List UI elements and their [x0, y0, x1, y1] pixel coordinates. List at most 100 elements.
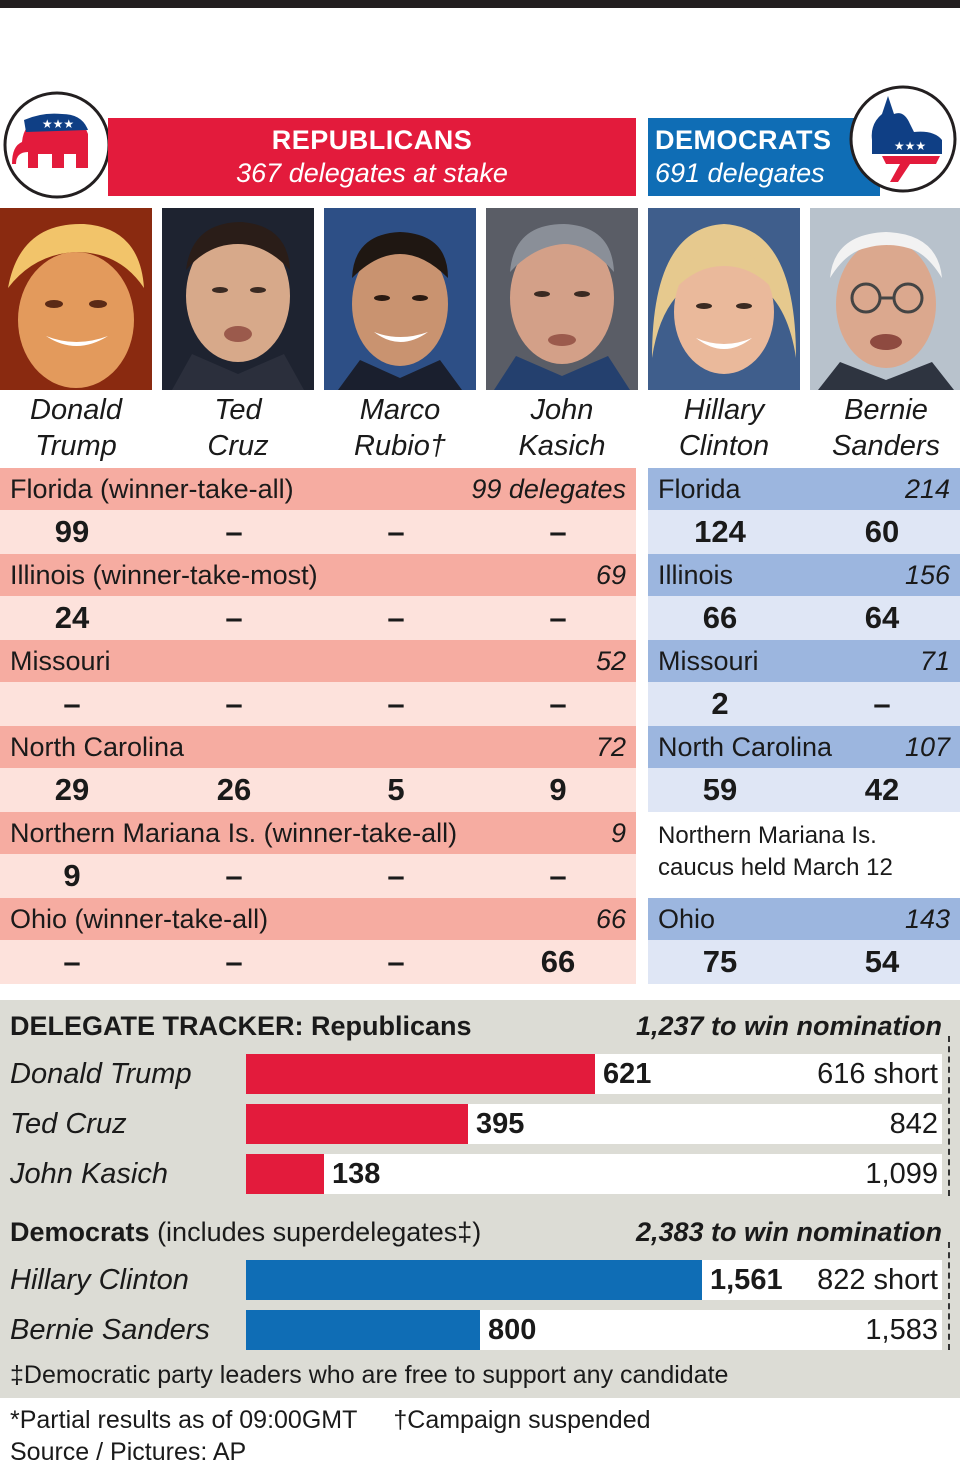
candidate-name-trump: Donald Trump [0, 392, 152, 464]
candidate-name-clinton: Hillary Clinton [648, 392, 800, 464]
svg-text:★★★: ★★★ [42, 117, 74, 131]
result-sanders: 64 [864, 600, 900, 635]
rep-results-row-north-carolina: 29 26 5 9 [0, 768, 636, 812]
trk-value-clinton: 1,561 [710, 1264, 783, 1296]
rep-state-row-ohio: Ohio (winner-take-all) 66 [0, 898, 636, 940]
trk-name-cruz: Ted Cruz [10, 1108, 127, 1140]
trk-name-kasich: John Kasich [10, 1158, 168, 1190]
result-cruz: – [225, 686, 243, 721]
result-sanders: 54 [864, 944, 900, 979]
trk-value-kasich: 138 [332, 1158, 381, 1190]
rep-goal-line [948, 1036, 950, 1196]
result-cruz: 26 [216, 772, 252, 807]
rep-results-row-ohio: – – – 66 [0, 940, 636, 984]
rep-state-row-illinois: Illinois (winner-take-most) 69 [0, 554, 636, 596]
result-kasich: – [549, 686, 567, 721]
partial-results-note: *Partial results as of 09:00GMT [10, 1406, 358, 1434]
trk-short-kasich: 1,099 [865, 1158, 938, 1190]
trk-track-cruz: 395 842 [246, 1104, 942, 1144]
trk-name-sanders: Bernie Sanders [10, 1314, 210, 1346]
candidate-first-name: Hillary [683, 394, 765, 426]
result-kasich: – [549, 600, 567, 635]
dem-results-row-florida: 124 60 [648, 510, 960, 554]
state-name: Ohio (winner-take-all) [10, 904, 269, 934]
state-name: North Carolina [658, 732, 833, 762]
candidate-first-name: Bernie [844, 394, 928, 426]
trk-value-cruz: 395 [476, 1108, 525, 1140]
result-sanders: – [873, 686, 891, 721]
source-note: Source / Pictures: AP [10, 1438, 247, 1466]
candidate-last-name: Kasich [518, 430, 606, 462]
result-trump: – [63, 686, 81, 721]
photo-hillary-clinton [648, 208, 800, 390]
rep-state-row-north-carolina: North Carolina 72 [0, 726, 636, 768]
candidate-name-cruz: Ted Cruz [162, 392, 314, 464]
photo-john-kasich [486, 208, 638, 390]
dem-tracker-title-rest: (includes superdelegates‡) [149, 1217, 482, 1247]
dem-results-row-ohio: 75 54 [648, 940, 960, 984]
result-kasich: – [549, 858, 567, 893]
rep-results-row-missouri: – – – – [0, 682, 636, 726]
candidate-last-name: Clinton [678, 430, 770, 462]
state-name: Florida [658, 474, 741, 504]
result-cruz: – [225, 600, 243, 635]
photo-donald-trump [0, 208, 152, 390]
republicans-subtitle: 367 delegates at stake [236, 158, 508, 188]
candidate-name-kasich: John Kasich [486, 392, 638, 464]
dem-results-row-missouri: 2 – [648, 682, 960, 726]
democratic-donkey-icon: ★★★ [849, 85, 957, 193]
republicans-title: REPUBLICANS [271, 125, 473, 155]
candidate-first-name: Ted [214, 394, 262, 426]
rep-state-row-missouri: Missouri 52 [0, 640, 636, 682]
result-sanders: 60 [864, 514, 900, 549]
result-rubio: – [387, 600, 405, 635]
candidate-last-name: Rubio† [354, 430, 446, 462]
candidate-name-sanders: Bernie Sanders [810, 392, 960, 464]
dem-tracker-title-bold: Democrats [10, 1217, 150, 1247]
superdelegate-footnote: ‡Democratic party leaders who are free t… [10, 1361, 729, 1389]
photo-marco-rubio [324, 208, 476, 390]
rep-tracker-title-rest: Republicans [303, 1011, 472, 1041]
rep-tracker-goal: 1,237 to win nomination [635, 1011, 942, 1041]
trk-name-trump: Donald Trump [10, 1058, 192, 1090]
trk-name-clinton: Hillary Clinton [10, 1264, 189, 1296]
result-clinton: 66 [702, 600, 738, 635]
state-delegates: 9 [610, 818, 626, 848]
state-delegates: 69 [595, 560, 626, 590]
top-rule [0, 0, 960, 8]
democrats-subtitle: 691 delegates [655, 158, 825, 188]
state-delegates: 143 [904, 904, 950, 934]
result-kasich: 9 [549, 772, 567, 807]
state-delegates: 71 [919, 646, 950, 676]
candidate-first-name: Donald [30, 394, 122, 426]
dem-state-row-north-carolina: North Carolina 107 [648, 726, 960, 768]
result-kasich: – [549, 514, 567, 549]
dem-tracker-title: Democrats (includes superdelegates‡) [10, 1216, 481, 1248]
result-rubio: 5 [387, 772, 405, 807]
democrats-header: DEMOCRATS 691 delegates [648, 118, 880, 196]
candidate-last-name: Sanders [831, 430, 940, 462]
result-trump: – [63, 944, 81, 979]
rep-state-row-florida: Florida (winner-take-all) 99 delegates [0, 468, 636, 510]
dem-state-row-illinois: Illinois 156 [648, 554, 960, 596]
state-delegates: 156 [904, 560, 950, 590]
result-rubio: – [387, 944, 405, 979]
trk-short-cruz: 842 [889, 1108, 938, 1140]
state-delegates: 107 [904, 732, 950, 762]
gop-elephant-icon: ★★★ [3, 91, 111, 199]
result-trump: 99 [54, 514, 90, 549]
state-delegates: 99 delegates [471, 474, 626, 504]
campaign-suspended-note: †Campaign suspended [393, 1406, 651, 1434]
result-trump: 24 [54, 600, 90, 635]
trk-track-clinton: 1,561 822 short [246, 1260, 942, 1300]
rep-results-row-northern-mariana: 9 – – – [0, 854, 636, 898]
result-rubio: – [387, 686, 405, 721]
result-trump: 29 [54, 772, 90, 807]
result-cruz: – [225, 514, 243, 549]
democrats-title: DEMOCRATS [655, 125, 832, 155]
trk-short-sanders: 1,583 [865, 1314, 938, 1346]
dem-results-row-illinois: 66 64 [648, 596, 960, 640]
result-cruz: – [225, 944, 243, 979]
state-name: Missouri [10, 646, 111, 676]
trk-bar-clinton [246, 1260, 702, 1300]
